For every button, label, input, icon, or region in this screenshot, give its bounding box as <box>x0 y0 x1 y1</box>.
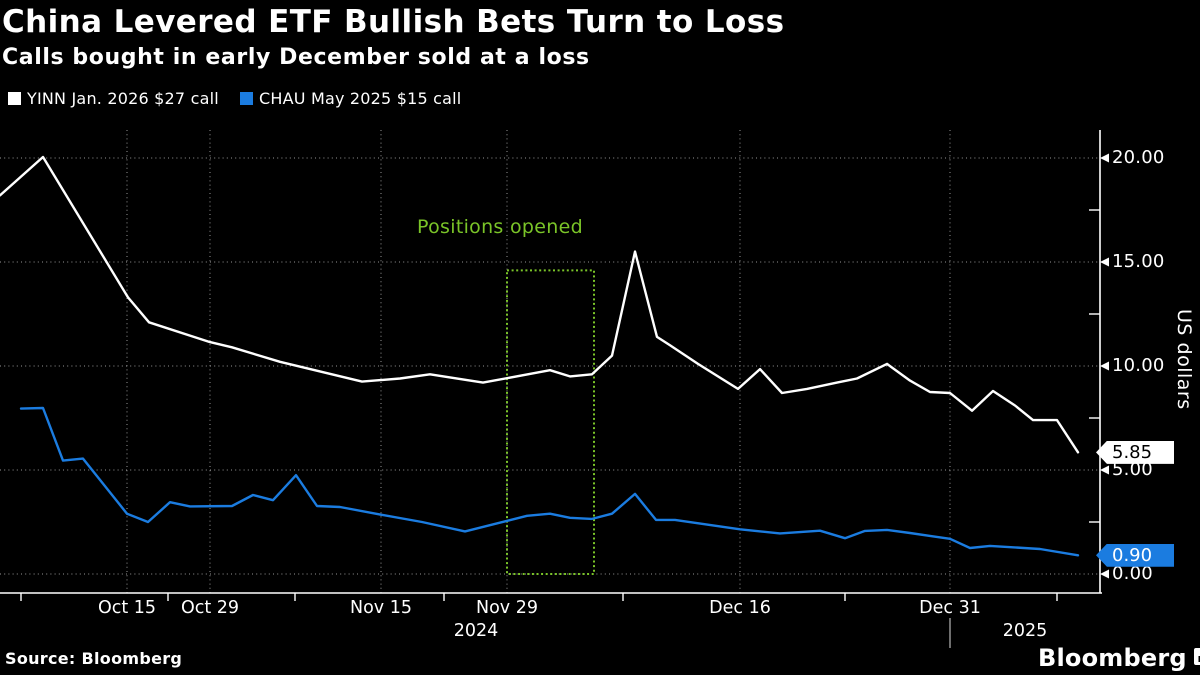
y-axis-tick-label: 15.00 <box>1112 251 1165 272</box>
vertical-gridlines <box>126 130 951 593</box>
legend-label-yinn: YINN Jan. 2026 $27 call <box>27 89 219 108</box>
axes <box>0 130 1109 648</box>
y-axis-tick-label: 20.00 <box>1112 147 1165 168</box>
chau-legend-swatch-icon <box>240 92 253 105</box>
y-tick-arrow-icon <box>1100 569 1109 579</box>
yinn-legend-swatch-icon <box>8 92 21 105</box>
price-tag-chau: 0.90 <box>1096 543 1174 567</box>
year-label: 2025 <box>1002 621 1048 641</box>
y-axis-tick-label: 0.00 <box>1112 563 1153 584</box>
year-label: 2024 <box>453 621 499 641</box>
y-tick-arrow-icon <box>1100 465 1109 475</box>
bar-chart-badge-icon <box>1193 647 1200 665</box>
positions-opened-rect <box>506 269 595 575</box>
series-line-yinn <box>0 155 1080 454</box>
page-title: China Levered ETF Bullish Bets Turn to L… <box>2 4 785 40</box>
y-axis-title: US dollars <box>1173 309 1195 410</box>
page-subtitle: Calls bought in early December sold at a… <box>2 45 590 70</box>
source-credit: Source: Bloomberg <box>5 649 183 668</box>
legend-item-yinn: YINN Jan. 2026 $27 call <box>8 89 219 108</box>
x-axis-tick-label: Nov 15 <box>350 598 412 618</box>
price-tag-yinn: 5.85 <box>1096 440 1174 464</box>
series-line-chau <box>19 406 1080 557</box>
y-axis-tick-label: 10.00 <box>1112 355 1165 376</box>
x-axis-tick-label: Dec 16 <box>709 598 771 618</box>
bloomberg-logo: Bloomberg <box>1038 644 1200 672</box>
y-tick-arrow-icon <box>1100 153 1109 163</box>
x-axis-tick-label: Oct 29 <box>180 598 240 618</box>
legend-item-chau: CHAU May 2025 $15 call <box>240 89 461 108</box>
x-axis-tick-label: Dec 31 <box>919 598 981 618</box>
x-axis-tick-label: Oct 15 <box>97 598 157 618</box>
y-tick-arrow-icon <box>1100 257 1109 267</box>
y-axis-tick-label: 5.00 <box>1112 459 1153 480</box>
y-tick-arrow-icon <box>1100 361 1109 371</box>
series-lines <box>0 155 1080 557</box>
annotation-positions-opened: Positions opened <box>417 216 583 238</box>
x-axis-tick-label: Nov 29 <box>476 598 538 618</box>
bloomberg-logo-text: Bloomberg <box>1038 644 1187 672</box>
legend-label-chau: CHAU May 2025 $15 call <box>259 89 462 108</box>
positions-opened-box <box>506 269 595 575</box>
